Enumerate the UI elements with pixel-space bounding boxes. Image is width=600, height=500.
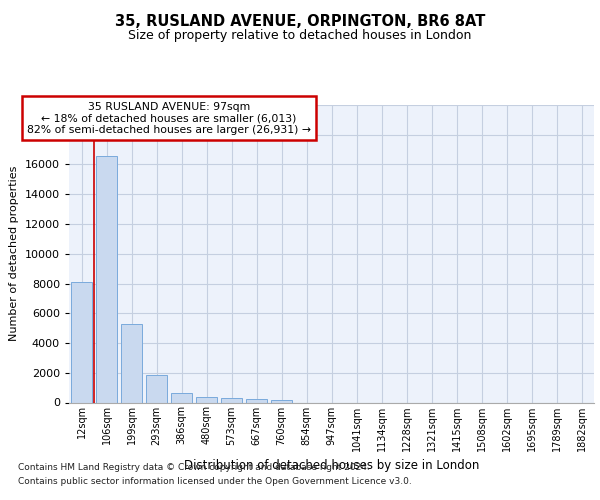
Bar xyxy=(96,156,117,402)
Text: 35, RUSLAND AVENUE, ORPINGTON, BR6 8AT: 35, RUSLAND AVENUE, ORPINGTON, BR6 8AT xyxy=(115,14,485,29)
Bar xyxy=(196,398,217,402)
Bar xyxy=(71,282,92,403)
Bar xyxy=(121,324,142,402)
Bar xyxy=(171,393,192,402)
X-axis label: Distribution of detached houses by size in London: Distribution of detached houses by size … xyxy=(184,459,479,472)
Text: Contains HM Land Registry data © Crown copyright and database right 2024.: Contains HM Land Registry data © Crown c… xyxy=(18,464,370,472)
Y-axis label: Number of detached properties: Number of detached properties xyxy=(9,166,19,342)
Text: Size of property relative to detached houses in London: Size of property relative to detached ho… xyxy=(128,29,472,42)
Text: 35 RUSLAND AVENUE: 97sqm
← 18% of detached houses are smaller (6,013)
82% of sem: 35 RUSLAND AVENUE: 97sqm ← 18% of detach… xyxy=(27,102,311,135)
Bar xyxy=(221,398,242,402)
Bar xyxy=(146,375,167,402)
Bar xyxy=(246,400,267,402)
Text: Contains public sector information licensed under the Open Government Licence v3: Contains public sector information licen… xyxy=(18,477,412,486)
Bar xyxy=(271,400,292,402)
